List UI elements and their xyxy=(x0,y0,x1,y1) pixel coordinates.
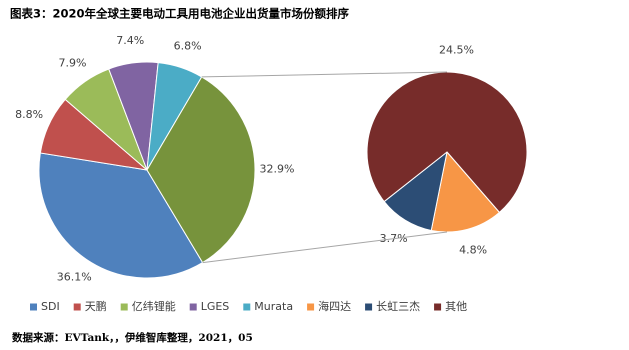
pie-slice xyxy=(366,71,528,214)
legend-label: 天鹏 xyxy=(85,300,107,313)
legend-label: SDI xyxy=(41,300,60,313)
legend-swatch xyxy=(434,303,442,311)
data-label: 4.8% xyxy=(459,244,487,257)
data-label: 6.8% xyxy=(174,39,202,52)
legend-label: 其他 xyxy=(445,300,467,313)
legend-label: 长虹三杰 xyxy=(376,300,420,313)
chart-title: 图表3：2020年全球主要电动工具用电池企业出货量市场份额排序 xyxy=(10,7,350,21)
source-note: 数据来源：EVTank，，伊维智库整理，2021，05 xyxy=(11,331,253,344)
data-label: 36.1% xyxy=(57,271,92,284)
legend-label: Murata xyxy=(254,300,293,313)
legend-swatch xyxy=(73,303,81,311)
data-label: 7.9% xyxy=(59,56,87,69)
connector-line xyxy=(201,71,448,78)
legend-swatch xyxy=(365,303,373,311)
legend-swatch xyxy=(307,303,315,311)
plot-area: 36.1%8.8%7.9%7.4%6.8%32.9%4.8%3.7%24.5% xyxy=(15,34,528,284)
data-label: 24.5% xyxy=(439,43,474,56)
data-label: 8.8% xyxy=(15,108,43,121)
connector-line xyxy=(202,231,448,264)
pie-slice xyxy=(430,150,501,233)
pie-slice xyxy=(146,76,256,264)
legend-swatch xyxy=(120,303,128,311)
legend-swatch xyxy=(243,303,251,311)
data-label: 32.9% xyxy=(260,162,295,175)
legend-swatch xyxy=(189,303,197,311)
legend-label: LGES xyxy=(201,300,230,313)
legend-label: 海四达 xyxy=(318,299,351,313)
legend-swatch xyxy=(30,303,37,311)
legend: SDI 天鹏 亿纬锂能 LGES Murata 海四达 长虹三杰 其他 xyxy=(30,299,467,313)
legend-label: 亿纬锂能 xyxy=(132,299,176,313)
data-label: 7.4% xyxy=(116,34,144,47)
pie-slice xyxy=(38,152,204,279)
